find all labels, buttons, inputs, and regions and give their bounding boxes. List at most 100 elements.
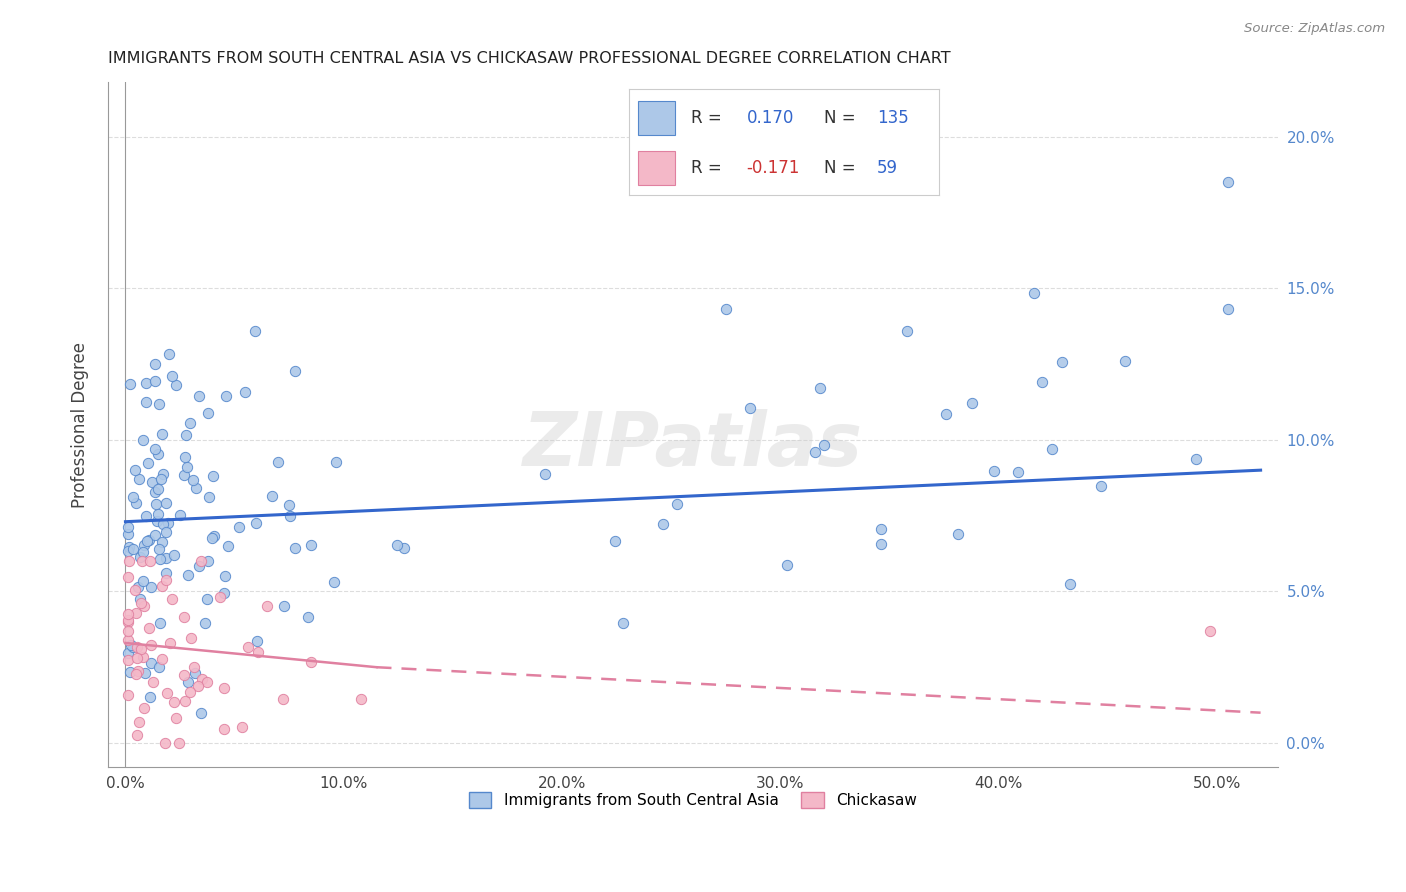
Point xyxy=(155,550,177,565)
Point xyxy=(392,541,415,556)
Point xyxy=(117,653,139,667)
Point xyxy=(143,442,166,457)
Point xyxy=(122,541,145,556)
Point xyxy=(138,554,160,568)
Point xyxy=(149,615,172,630)
Point xyxy=(267,455,290,469)
Point xyxy=(190,706,212,721)
Point xyxy=(804,445,827,459)
Point xyxy=(350,692,373,706)
Point xyxy=(299,656,322,670)
Point xyxy=(131,554,153,568)
Point xyxy=(813,438,835,452)
Point xyxy=(246,634,269,648)
Point xyxy=(150,534,173,549)
Point xyxy=(145,357,167,371)
Point xyxy=(138,621,160,635)
Point xyxy=(128,472,150,486)
Text: IMMIGRANTS FROM SOUTH CENTRAL ASIA VS CHICKASAW PROFESSIONAL DEGREE CORRELATION : IMMIGRANTS FROM SOUTH CENTRAL ASIA VS CH… xyxy=(108,51,950,66)
Point xyxy=(117,632,139,647)
Point xyxy=(278,508,301,523)
Point xyxy=(173,694,195,708)
Point xyxy=(127,665,149,679)
Point xyxy=(148,542,170,557)
Point xyxy=(605,533,627,548)
Point xyxy=(214,586,236,600)
Point xyxy=(135,395,157,409)
Point xyxy=(117,688,139,702)
Point xyxy=(148,397,170,411)
Point xyxy=(160,592,183,607)
Point xyxy=(125,728,148,742)
Point xyxy=(946,526,969,541)
Point xyxy=(935,407,957,421)
Point xyxy=(127,640,149,655)
Point xyxy=(284,364,307,378)
Point xyxy=(117,624,139,638)
Point xyxy=(155,524,177,539)
Point xyxy=(714,302,737,317)
Point xyxy=(149,551,172,566)
Point xyxy=(191,673,214,687)
Point xyxy=(117,554,139,568)
Point xyxy=(148,507,170,521)
Point xyxy=(118,377,141,392)
Point xyxy=(163,695,186,709)
Point xyxy=(214,569,236,583)
Point xyxy=(228,519,250,533)
Point xyxy=(150,427,173,442)
Point xyxy=(868,178,890,193)
Legend: Immigrants from South Central Asia, Chickasaw: Immigrants from South Central Asia, Chic… xyxy=(463,786,924,814)
Point xyxy=(870,537,893,551)
Point xyxy=(201,531,224,545)
Point xyxy=(135,508,157,523)
Point xyxy=(145,497,167,511)
Point xyxy=(155,573,177,587)
Point xyxy=(245,516,267,531)
Point xyxy=(190,554,212,568)
Point xyxy=(195,592,218,607)
Point xyxy=(169,736,191,750)
Point xyxy=(169,508,191,522)
Point xyxy=(188,389,211,403)
Point xyxy=(124,582,146,597)
Point xyxy=(129,592,152,607)
Point xyxy=(129,597,152,611)
Point xyxy=(179,685,201,699)
Point xyxy=(146,515,169,529)
Point xyxy=(156,686,179,700)
Point xyxy=(1185,452,1208,467)
Point xyxy=(135,533,157,548)
Point xyxy=(142,674,165,689)
Point xyxy=(155,566,177,581)
Point xyxy=(135,376,157,390)
Point xyxy=(150,579,173,593)
Point xyxy=(173,468,195,483)
Point xyxy=(141,475,163,489)
Point xyxy=(1216,302,1239,317)
Point xyxy=(808,381,831,395)
Point xyxy=(1050,355,1073,369)
Point xyxy=(152,467,174,481)
Point xyxy=(124,463,146,477)
Point xyxy=(1031,376,1053,390)
Point xyxy=(738,401,761,415)
Point xyxy=(139,656,162,670)
Point xyxy=(143,485,166,500)
Point xyxy=(149,472,172,486)
Point xyxy=(138,456,160,470)
Point xyxy=(243,325,266,339)
Point xyxy=(165,710,187,724)
Point xyxy=(176,568,198,582)
Point xyxy=(173,668,195,682)
Point xyxy=(183,660,205,674)
Point xyxy=(165,378,187,392)
Point xyxy=(896,324,918,338)
Point xyxy=(187,679,209,693)
Point xyxy=(533,467,555,482)
Point xyxy=(156,516,179,531)
Point xyxy=(869,522,891,536)
Point xyxy=(128,550,150,565)
Point xyxy=(176,459,198,474)
Point xyxy=(138,533,160,547)
